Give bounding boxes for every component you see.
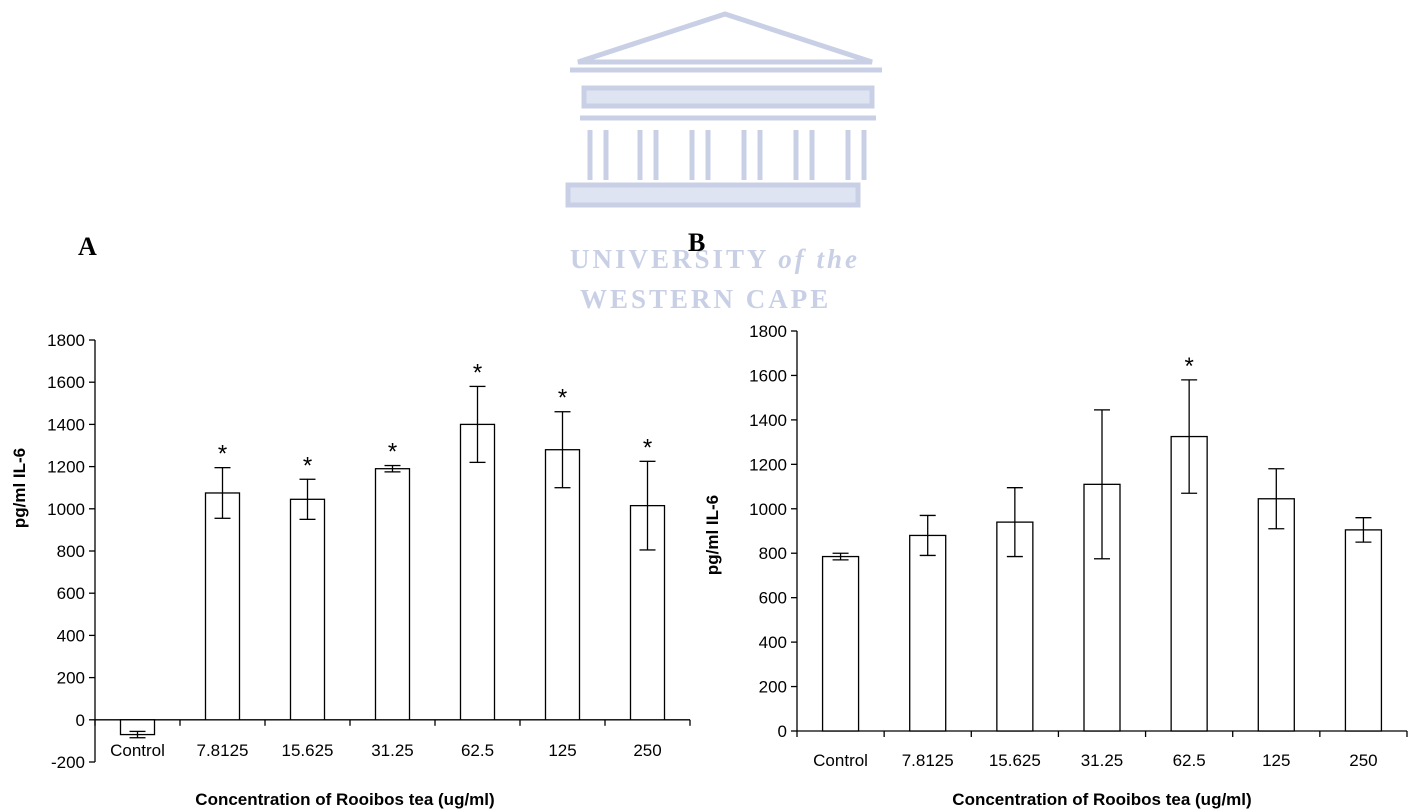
chart-b-y-tick-label: 0 xyxy=(778,722,787,741)
chart-b-y-tick-label: 600 xyxy=(759,589,787,608)
chart-a-y-tick-label: 800 xyxy=(57,542,85,561)
chart-a-y-tick-label: 1600 xyxy=(47,373,85,392)
chart-b-category-label: 62.5 xyxy=(1173,751,1206,770)
panel-letter-b: B xyxy=(688,228,705,257)
chart-a-y-tick-label: 1000 xyxy=(47,500,85,519)
chart-b-category-label: 31.25 xyxy=(1081,751,1124,770)
chart-a-significance-marker: * xyxy=(388,439,397,466)
chart-b-category-label: 250 xyxy=(1349,751,1377,770)
chart-a-bar xyxy=(374,468,411,721)
chart-a-category-label: Control xyxy=(110,741,165,760)
chart-b-category-label: Control xyxy=(813,751,868,770)
chart-b-y-tick-label: 1600 xyxy=(749,366,787,385)
chart-b-category-label: 125 xyxy=(1262,751,1290,770)
chart-a-y-tick-label: 200 xyxy=(57,669,85,688)
chart-a-significance-marker: * xyxy=(303,452,312,479)
chart-a-category-label: 250 xyxy=(633,741,661,760)
chart-a-y-tick-label: 1800 xyxy=(47,331,85,350)
chart-b-bar xyxy=(1257,498,1295,732)
chart-a-category-label: 15.625 xyxy=(282,741,334,760)
chart-a-y-axis-title: pg/ml IL-6 xyxy=(10,448,29,528)
chart-b-y-tick-label: 1400 xyxy=(749,411,787,430)
chart-b-bar xyxy=(821,555,860,732)
chart-b-y-tick-label: 1200 xyxy=(749,455,787,474)
chart-a-x-axis-title: Concentration of Rooibos tea (ug/ml) xyxy=(195,790,494,809)
chart-a-significance-marker: * xyxy=(218,441,227,468)
chart-a-bar xyxy=(289,498,326,721)
chart-a-y-tick-label: 400 xyxy=(57,626,85,645)
chart-a-category-label: 31.25 xyxy=(371,741,414,760)
chart-a-significance-marker: * xyxy=(473,359,482,386)
chart-b-y-tick-label: 1800 xyxy=(749,322,787,341)
chart-b-y-tick-label: 800 xyxy=(759,544,787,563)
chart-a: pg/ml IL-6 Concentration of Rooibos tea … xyxy=(10,331,691,809)
chart-a-bar xyxy=(459,423,496,721)
chart-a-y-tick-label: 600 xyxy=(57,584,85,603)
chart-a-bar xyxy=(544,449,581,721)
chart-a-significance-marker: * xyxy=(643,434,652,461)
watermark-line1: UNIVERSITY of the xyxy=(570,244,860,274)
chart-a-significance-marker: * xyxy=(558,385,567,412)
chart-a-category-label: 7.8125 xyxy=(197,741,249,760)
chart-b: pg/ml IL-6 Concentration of Rooibos tea … xyxy=(703,322,1408,809)
chart-a-y-tick-label: 1200 xyxy=(47,458,85,477)
panel-letter-a: A xyxy=(78,232,97,261)
chart-b-x-axis-title: Concentration of Rooibos tea (ug/ml) xyxy=(952,790,1251,809)
chart-a-y-tick-label: 0 xyxy=(76,711,85,730)
chart-b-y-tick-label: 1000 xyxy=(749,500,787,519)
chart-b-category-label: 15.625 xyxy=(989,751,1041,770)
chart-b-significance-marker: * xyxy=(1184,353,1193,380)
chart-b-bar xyxy=(1344,529,1383,732)
chart-a-y-tick-label: -200 xyxy=(51,753,85,772)
watermark-line2: WESTERN CAPE xyxy=(580,284,831,314)
chart-a-category-label: 62.5 xyxy=(461,741,494,760)
university-building-logo xyxy=(565,11,882,208)
chart-a-bar xyxy=(204,492,241,721)
chart-b-y-tick-label: 200 xyxy=(759,678,787,697)
chart-a-y-tick-label: 1400 xyxy=(47,415,85,434)
chart-b-y-tick-label: 400 xyxy=(759,633,787,652)
chart-b-category-label: 7.8125 xyxy=(902,751,954,770)
chart-b-y-axis-title: pg/ml IL-6 xyxy=(703,495,722,575)
chart-b-bar xyxy=(909,534,947,732)
chart-a-category-label: 125 xyxy=(548,741,576,760)
